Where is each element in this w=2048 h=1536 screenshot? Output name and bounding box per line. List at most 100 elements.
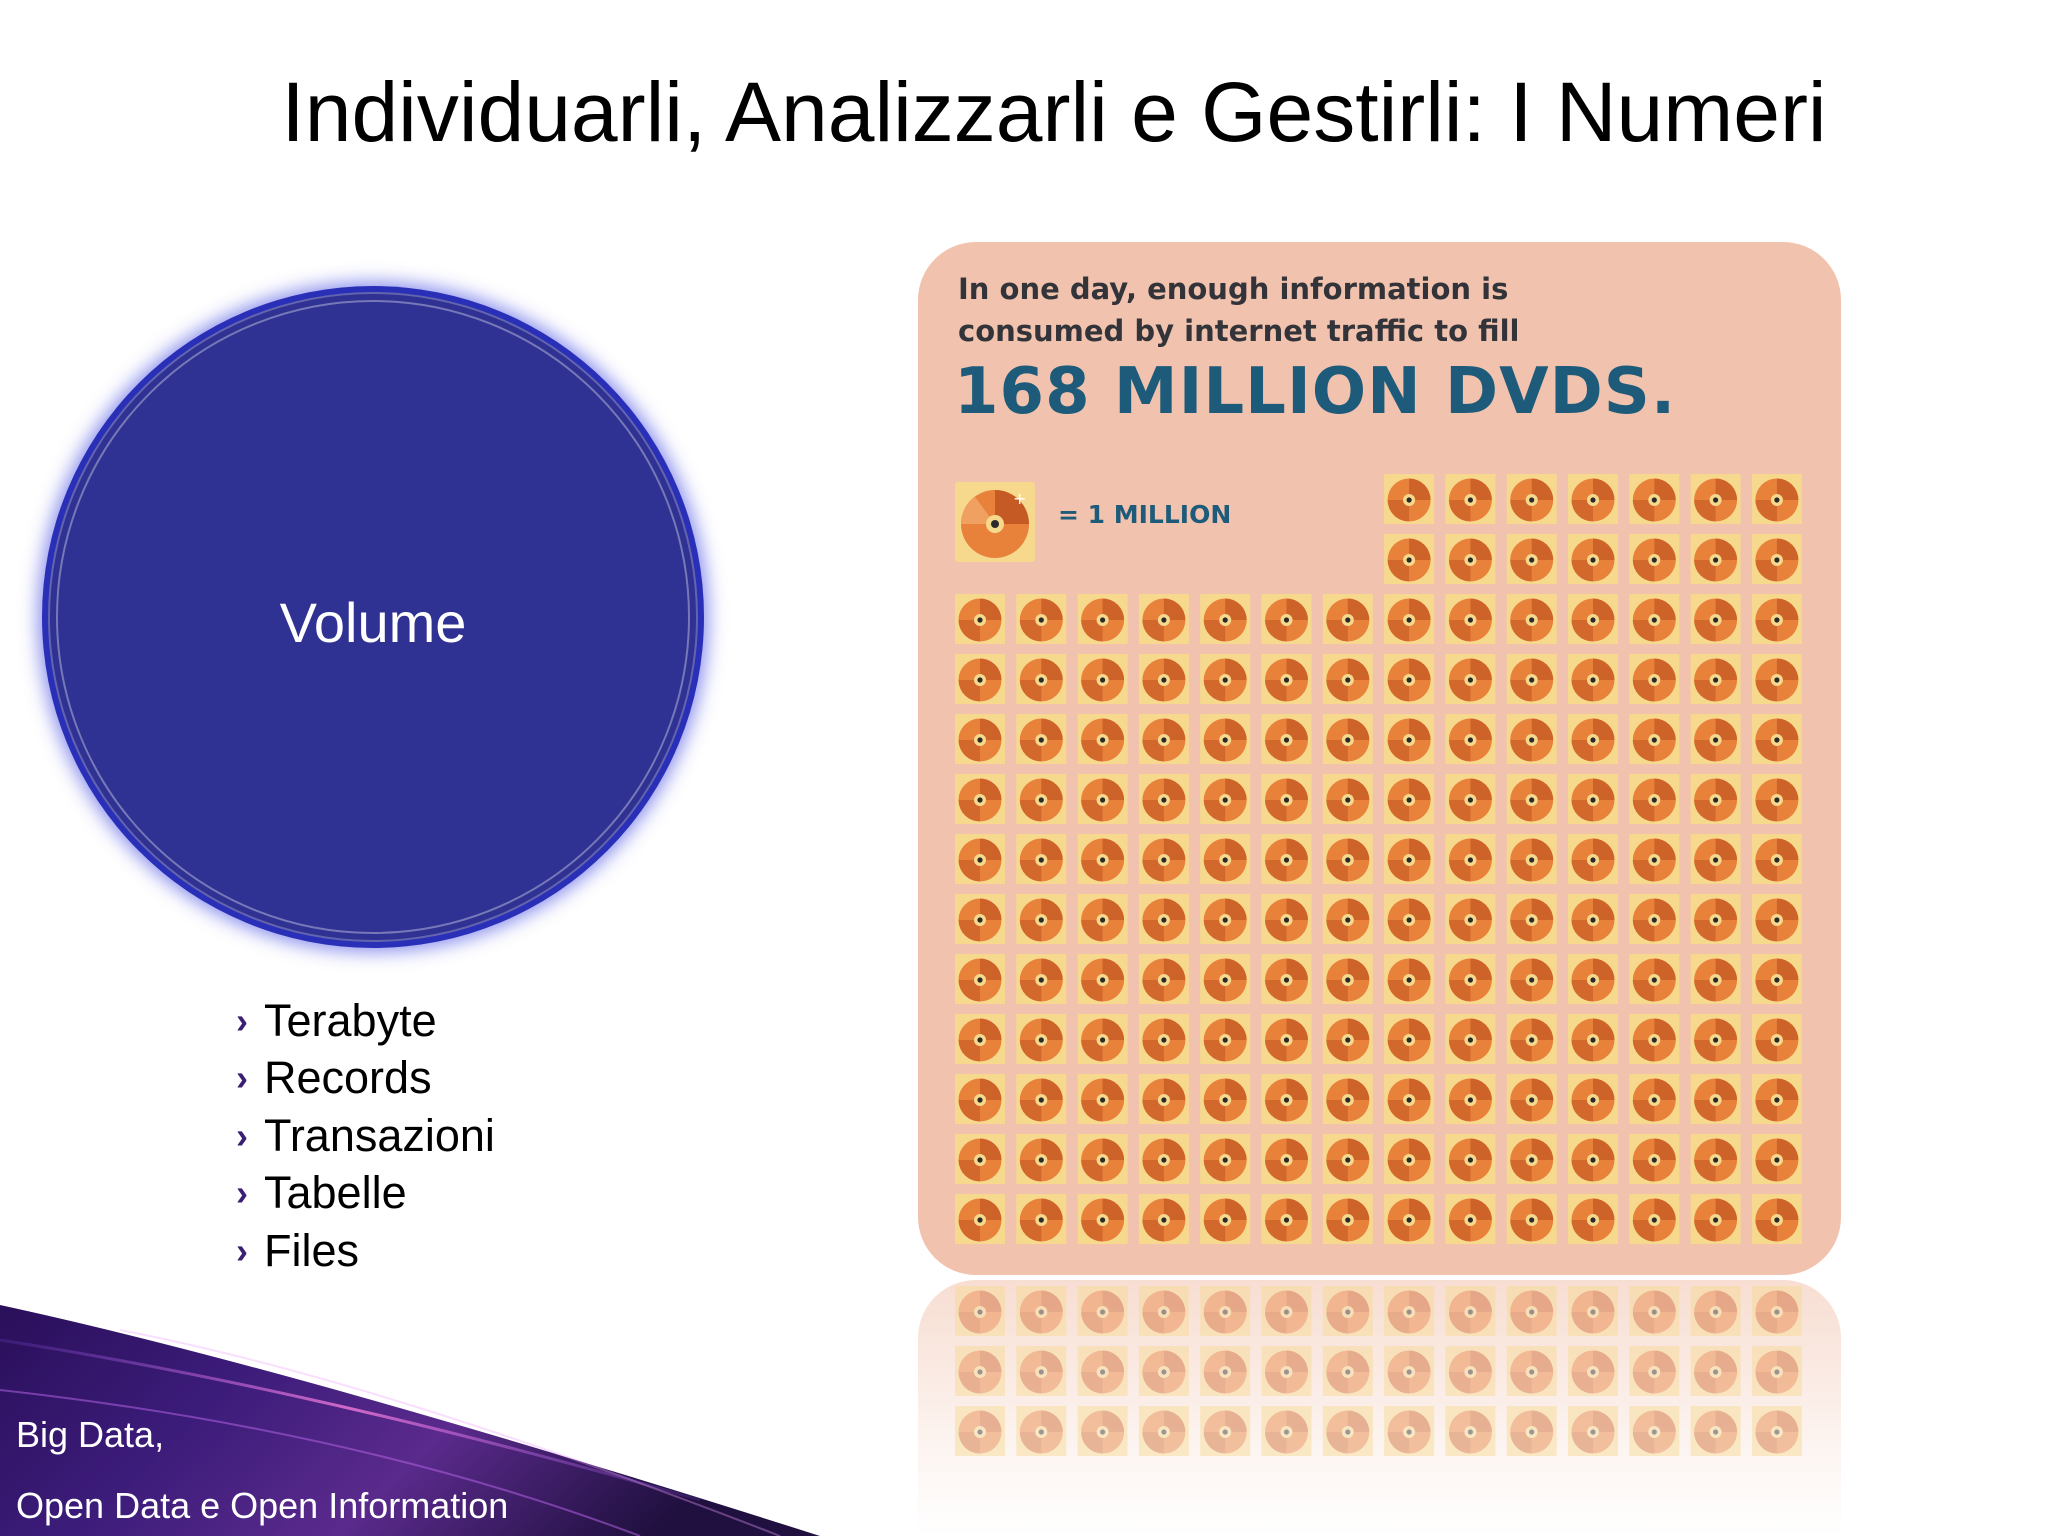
dvd-disc-icon bbox=[1568, 1014, 1618, 1064]
infographic-reflection bbox=[918, 1280, 1841, 1536]
dvd-disc-icon bbox=[1445, 654, 1496, 704]
dvd-disc-icon bbox=[1629, 534, 1680, 584]
dvd-disc-icon bbox=[1506, 534, 1557, 584]
dvd-disc-icon bbox=[1445, 1074, 1496, 1124]
dvd-disc-icon bbox=[1138, 1074, 1189, 1124]
dvd-disc-icon bbox=[1506, 894, 1557, 944]
dvd-disc-icon bbox=[1077, 654, 1128, 704]
dvd-disc-icon bbox=[1016, 654, 1067, 704]
dvd-disc-icon bbox=[1322, 1074, 1373, 1124]
dvd-disc-icon bbox=[1016, 1194, 1067, 1244]
dvd-disc-icon bbox=[1200, 1014, 1251, 1064]
dvd-disc-icon bbox=[1261, 1134, 1312, 1184]
dvd-disc-icon bbox=[955, 714, 1005, 764]
dvd-disc-icon bbox=[1751, 1346, 1802, 1396]
dvd-disc-icon bbox=[1506, 1406, 1557, 1456]
dvd-disc-icon bbox=[1077, 714, 1128, 764]
dvd-disc-icon bbox=[1751, 714, 1802, 764]
dvd-disc-icon bbox=[1445, 534, 1496, 584]
chevron-right-icon: › bbox=[236, 1057, 248, 1099]
bullet-text: Transazioni bbox=[264, 1109, 495, 1161]
dvd-disc-icon bbox=[1751, 1134, 1802, 1184]
dvd-disc-icon bbox=[1200, 594, 1251, 644]
dvd-disc-icon bbox=[1200, 1286, 1251, 1336]
dvd-disc-icon bbox=[1445, 1194, 1496, 1244]
dvd-disc-icon bbox=[955, 954, 1005, 1004]
dvd-disc-icon bbox=[1384, 954, 1435, 1004]
dvd-disc-icon bbox=[1506, 774, 1557, 824]
dvd-disc-icon bbox=[1016, 1074, 1067, 1124]
dvd-disc-icon bbox=[1384, 1134, 1435, 1184]
dvd-disc-icon bbox=[1751, 774, 1802, 824]
dvd-disc-icon bbox=[1629, 1134, 1680, 1184]
dvd-disc-icon bbox=[1322, 654, 1373, 704]
dvd-disc-icon bbox=[955, 1406, 1005, 1456]
dvd-disc-icon bbox=[1200, 894, 1251, 944]
dvd-disc-icon bbox=[1261, 1194, 1312, 1244]
bullet-item: › Files bbox=[236, 1222, 495, 1280]
dvd-disc-icon bbox=[1445, 714, 1496, 764]
dvd-disc-icon bbox=[1690, 894, 1741, 944]
dvd-disc-icon bbox=[1751, 894, 1802, 944]
dvd-disc-icon bbox=[1445, 474, 1496, 524]
dvd-disc-icon bbox=[955, 654, 1005, 704]
dvd-disc-icon bbox=[1016, 1134, 1067, 1184]
dvd-disc-icon bbox=[1322, 894, 1373, 944]
dvd-disc-icon bbox=[1384, 534, 1435, 584]
dvd-disc-icon bbox=[1322, 1014, 1373, 1064]
dvd-disc-icon bbox=[1445, 1014, 1496, 1064]
dvd-disc-icon bbox=[1629, 474, 1680, 524]
dvd-disc-icon bbox=[1077, 894, 1128, 944]
dvd-disc-icon bbox=[1077, 1406, 1128, 1456]
dvd-disc-icon bbox=[1751, 834, 1802, 884]
dvd-disc-icon bbox=[1690, 1346, 1741, 1396]
chevron-right-icon: › bbox=[236, 999, 248, 1041]
chevron-right-icon: › bbox=[236, 1229, 248, 1271]
bullet-item: › Records bbox=[236, 1050, 495, 1108]
dvd-disc-icon bbox=[1690, 474, 1741, 524]
dvd-disc-icon bbox=[1751, 1406, 1802, 1456]
volume-circle-highlight bbox=[56, 300, 690, 934]
dvd-disc-icon bbox=[1690, 594, 1741, 644]
dvd-disc-icon bbox=[1690, 714, 1741, 764]
dvd-disc-icon bbox=[1384, 834, 1435, 884]
dvd-disc-icon bbox=[1138, 1134, 1189, 1184]
dvd-disc-icon bbox=[1261, 714, 1312, 764]
dvd-disc-icon bbox=[1384, 894, 1435, 944]
dvd-disc-icon bbox=[1751, 594, 1802, 644]
dvd-disc-icon bbox=[1506, 1286, 1557, 1336]
dvd-disc-icon bbox=[1445, 594, 1496, 644]
bullet-text: Records bbox=[264, 1052, 432, 1104]
dvd-disc-icon bbox=[1077, 774, 1128, 824]
dvd-disc-icon bbox=[1751, 534, 1802, 584]
dvd-disc-icon bbox=[1568, 1074, 1618, 1124]
dvd-disc-icon bbox=[1322, 774, 1373, 824]
dvd-disc-icon bbox=[1384, 1286, 1435, 1336]
dvd-disc-icon bbox=[1016, 1286, 1067, 1336]
bullet-item: › Transazioni bbox=[236, 1107, 495, 1165]
dvd-disc-icon bbox=[1629, 1074, 1680, 1124]
svg-text:+: + bbox=[1013, 489, 1026, 508]
dvd-disc-icon bbox=[1506, 1014, 1557, 1064]
dvd-disc-icon bbox=[1138, 834, 1189, 884]
dvd-disc-icon bbox=[1016, 714, 1067, 764]
bullet-text: Tabelle bbox=[264, 1167, 407, 1219]
dvd-disc-icon bbox=[1384, 474, 1435, 524]
dvd-disc-icon bbox=[1751, 474, 1802, 524]
dvd-infographic: In one day, enough information is consum… bbox=[918, 242, 1841, 1275]
dvd-disc-icon bbox=[1261, 774, 1312, 824]
dvd-disc-icon bbox=[1568, 714, 1618, 764]
dvd-disc-icon bbox=[1077, 1286, 1128, 1336]
dvd-disc-icon bbox=[955, 1134, 1005, 1184]
dvd-disc-icon bbox=[1138, 594, 1189, 644]
dvd-disc-icon bbox=[1077, 1346, 1128, 1396]
dvd-disc-icon bbox=[1200, 1134, 1251, 1184]
dvd-disc-icon bbox=[1261, 654, 1312, 704]
dvd-disc-icon bbox=[1568, 1406, 1618, 1456]
bullet-text: Files bbox=[264, 1224, 360, 1276]
dvd-disc-icon bbox=[1445, 1346, 1496, 1396]
dvd-disc-icon bbox=[1384, 654, 1435, 704]
dvd-disc-icon bbox=[955, 1014, 1005, 1064]
bullet-item: › Tabelle bbox=[236, 1165, 495, 1223]
dvd-disc-icon bbox=[1077, 1194, 1128, 1244]
